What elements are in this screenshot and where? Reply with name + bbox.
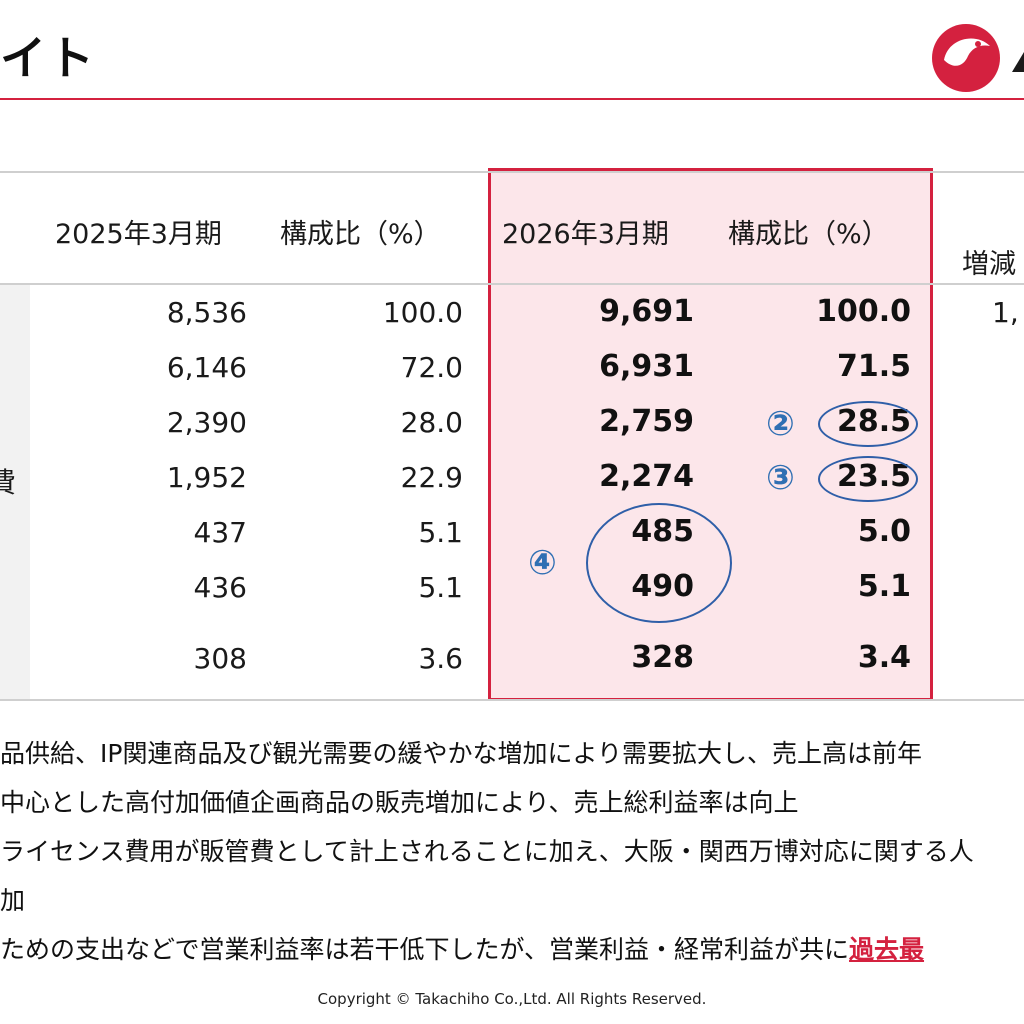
cell-ratio2026: 5.0 [857, 514, 911, 549]
annotation-ellipse-4 [586, 503, 732, 623]
cell-ratio2025: 22.9 [400, 461, 463, 494]
cell-ratio2025: 72.0 [400, 351, 463, 384]
cell-fy2026: 9,691 [599, 294, 694, 329]
header-diff: 増減 [962, 249, 1016, 280]
cell-fy2025: 1,952 [166, 461, 247, 494]
brand-mark-fragment [1012, 52, 1024, 72]
cell-fy2026: 2,759 [599, 404, 694, 439]
cell-ratio2025: 28.0 [400, 406, 463, 439]
cell-fy2026: 6,931 [599, 349, 694, 384]
title-underline [0, 98, 1024, 100]
marker-4: ④ [528, 543, 557, 583]
row-label-fragment: 費 [0, 466, 17, 499]
row-label-column [0, 285, 30, 700]
cell-ratio2025: 3.6 [418, 642, 463, 675]
annotation-ellipse-3 [818, 456, 918, 502]
cell-fy2025: 8,536 [166, 296, 247, 329]
table-bottom-rule [0, 699, 1024, 701]
cell-ratio2026: 71.5 [836, 349, 911, 384]
header-ratio2025: 構成比（%） [280, 219, 441, 250]
cell-diff: 1, [992, 296, 1019, 329]
note-line-5-text: ための支出などで営業利益率は若干低下したが、営業利益・経常利益が共に [0, 935, 850, 964]
cell-ratio2025: 5.1 [418, 516, 463, 549]
copyright-footer: Copyright © Takachiho Co.,Ltd. All Right… [317, 990, 707, 1008]
note-line-1: 品供給、IP関連商品及び観光需要の緩やかな増加により需要拡大し、売上高は前年 [0, 739, 922, 768]
cell-ratio2026: 5.1 [857, 569, 911, 604]
takachiho-bird-logo [932, 24, 1000, 92]
table-header-rule [0, 283, 1024, 285]
note-line-4: 加 [0, 886, 26, 915]
header-fy2026: 2026年3月期 [502, 219, 669, 250]
note-line-5: ための支出などで営業利益率は若干低下したが、営業利益・経常利益が共に過去最 [0, 930, 924, 966]
marker-2: ② [766, 404, 795, 444]
header-ratio2026: 構成比（%） [728, 219, 889, 250]
cell-ratio2025: 100.0 [382, 296, 463, 329]
cell-ratio2026: 3.4 [857, 640, 911, 675]
note-line-2: 中心とした高付加価値企画商品の販売増加により、売上総利益率は向上 [0, 788, 799, 817]
record-high-emphasis: 過去最 [849, 935, 925, 964]
cell-fy2025: 437 [193, 516, 247, 549]
cell-fy2025: 6,146 [166, 351, 247, 384]
cell-fy2026: 2,274 [599, 459, 694, 494]
cell-fy2025: 2,390 [166, 406, 247, 439]
table-top-rule [0, 171, 1024, 173]
header-fy2025: 2025年3月期 [55, 219, 222, 250]
cell-ratio2025: 5.1 [418, 571, 463, 604]
marker-3: ③ [766, 458, 795, 498]
cell-fy2025: 308 [193, 642, 247, 675]
cell-fy2025: 436 [193, 571, 247, 604]
cell-fy2026: 328 [631, 640, 694, 675]
annotation-ellipse-2 [818, 401, 918, 447]
page-title: イト [0, 31, 96, 85]
note-line-3: ライセンス費用が販管費として計上されることに加え、大阪・関西万博対応に関する人 [0, 837, 974, 866]
cell-ratio2026: 100.0 [816, 294, 911, 329]
